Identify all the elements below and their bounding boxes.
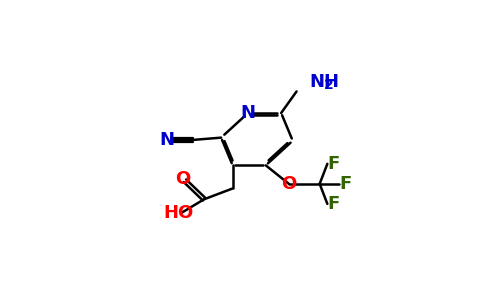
Text: F: F: [327, 155, 340, 173]
Text: O: O: [175, 170, 190, 188]
Text: F: F: [327, 195, 340, 213]
Text: N: N: [241, 104, 256, 122]
Text: F: F: [339, 175, 351, 193]
Text: 2: 2: [323, 77, 333, 92]
Text: N: N: [160, 131, 175, 149]
Text: HO: HO: [164, 204, 194, 222]
Text: NH: NH: [310, 73, 340, 91]
Text: O: O: [281, 175, 297, 193]
